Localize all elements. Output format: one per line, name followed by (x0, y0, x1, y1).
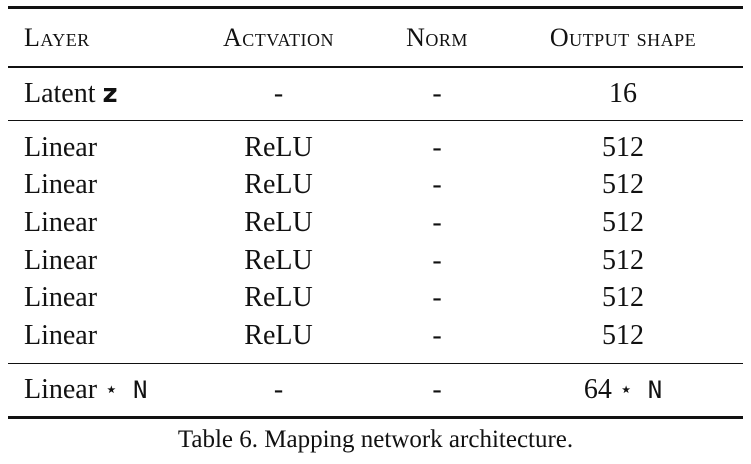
linear-section: Linear ReLU - 512 Linear ReLU - 512 Line… (8, 121, 743, 364)
cell-norm: - (432, 373, 442, 405)
final-section: Linear ⋆ N - - 64 ⋆ N (8, 363, 743, 418)
cell-norm: - (432, 206, 442, 238)
table-row: Linear ReLU - 512 (8, 204, 743, 242)
cell-layer: Linear (24, 169, 98, 201)
table-row: Linear ReLU - 512 (8, 317, 743, 363)
cell-output: 512 (602, 131, 644, 163)
output-suffix: ⋆ N (618, 375, 663, 404)
table-row-final: Linear ⋆ N - - 64 ⋆ N (8, 363, 743, 418)
cell-activation: ReLU (244, 206, 313, 238)
cell-output: 512 (602, 282, 644, 314)
layer-name: Linear (24, 373, 98, 405)
cell-activation: - (273, 78, 284, 109)
cell-norm: - (432, 78, 442, 109)
cell-activation: - (273, 373, 284, 405)
cell-layer: Latent z (8, 67, 186, 121)
table-row: Linear ReLU - 512 (8, 167, 743, 205)
cell-layer: Linear (24, 319, 98, 351)
table-row-latent: Latent z - - 16 (8, 67, 743, 121)
cell-output: 512 (602, 319, 644, 351)
cell-output: 16 (609, 78, 637, 109)
table-row: Linear ReLU - 512 (8, 121, 743, 167)
cell-activation: ReLU (244, 244, 313, 276)
cell-norm: - (432, 319, 442, 351)
cell-norm: - (432, 282, 442, 314)
header-activation: Actvation (223, 22, 334, 52)
cell-output: 512 (602, 206, 644, 238)
table-header: Layer Actvation Norm Output shape (8, 7, 743, 67)
cell-norm: - (432, 244, 442, 276)
cell-activation: ReLU (244, 169, 313, 201)
header-layer: Layer (24, 22, 90, 52)
table-caption: Table 6. Mapping network architecture. (177, 426, 574, 453)
header-output-shape: Output shape (549, 22, 697, 52)
latent-symbol: z (102, 79, 118, 109)
cell-activation: ReLU (244, 319, 313, 351)
cell-activation: ReLU (244, 282, 313, 314)
cell-layer: Linear (24, 206, 98, 238)
layer-name: Latent (24, 78, 96, 109)
header-row: Layer Actvation Norm Output shape (8, 7, 743, 67)
cell-output: 512 (602, 169, 644, 201)
mapping-network-table: Layer Actvation Norm Output shape Latent… (8, 6, 743, 419)
cell-output: 512 (602, 244, 644, 276)
cell-layer: Linear (24, 131, 98, 163)
latent-section: Latent z - - 16 (8, 67, 743, 121)
table-row: Linear ReLU - 512 (8, 242, 743, 280)
cell-norm: - (432, 169, 442, 201)
cell-activation: ReLU (244, 131, 313, 163)
cell-layer: Linear ⋆ N (8, 363, 186, 417)
cell-layer: Linear (24, 282, 98, 314)
cell-layer: Linear (24, 244, 98, 276)
header-norm: Norm (406, 22, 468, 52)
cell-norm: - (432, 131, 442, 163)
table-row: Linear ReLU - 512 (8, 279, 743, 317)
repeat-suffix: ⋆ N (104, 375, 148, 404)
output-value: 64 (583, 373, 612, 405)
cell-output: 64 ⋆ N (503, 363, 743, 417)
architecture-table-container: Layer Actvation Norm Output shape Latent… (8, 6, 743, 419)
